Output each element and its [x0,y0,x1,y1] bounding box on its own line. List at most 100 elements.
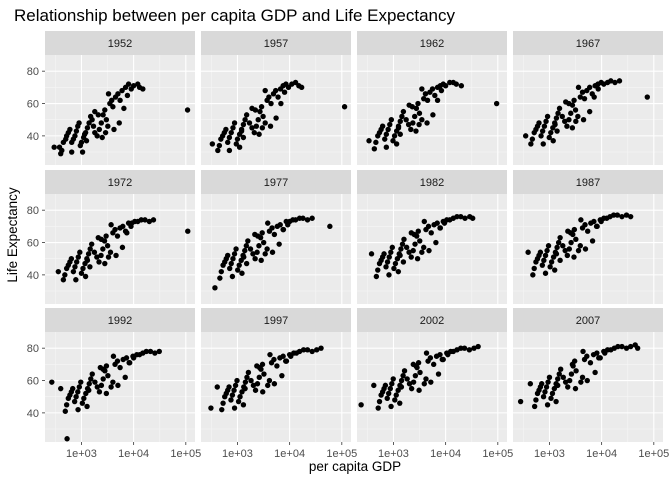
x-tick-label: 1e+03 [534,448,565,460]
data-point [385,126,391,133]
data-point [619,343,625,350]
data-point [608,78,614,84]
data-point [384,395,390,402]
data-point [417,369,423,376]
y-tick-label: 40 [27,131,39,143]
data-point [408,126,414,133]
data-point [562,247,568,254]
data-point [542,270,549,276]
data-point [277,222,283,228]
data-point [433,239,439,246]
data-point [271,381,278,387]
data-point [92,108,98,115]
data-point [538,133,544,139]
data-point [239,270,245,276]
data-point [216,142,223,149]
data-point [560,374,566,380]
data-point [110,353,117,359]
data-point [540,394,547,400]
data-point [75,406,81,413]
data-point [251,129,257,136]
data-point [539,381,545,387]
data-point [313,347,320,353]
data-point [246,120,253,126]
data-point [614,212,621,218]
data-point [381,251,387,257]
data-point [119,244,126,251]
data-point [102,107,108,113]
data-point [544,402,551,408]
data-point [386,272,392,278]
data-point [419,249,425,255]
data-point [226,384,232,390]
data-point [413,105,420,112]
data-point [267,351,273,358]
data-point [226,147,233,154]
data-point [229,392,236,398]
data-point [282,358,289,364]
data-point [551,385,558,392]
data-point [424,120,430,126]
data-point [247,246,254,252]
data-point [458,83,465,89]
data-point [542,252,549,259]
y-tick-label: 80 [27,343,39,355]
data-point [103,233,109,239]
data-point [261,371,267,377]
data-point [557,257,563,264]
data-point [388,403,394,410]
data-point [400,259,407,265]
data-point [105,372,111,379]
data-point [88,241,95,247]
data-point [276,241,282,247]
data-point [379,123,386,129]
data-point [579,374,586,380]
data-point [114,358,121,364]
facet-strip-label: 1977 [264,177,288,189]
data-point [358,402,364,408]
data-point [250,382,257,389]
data-point [231,387,237,393]
data-point [586,108,593,115]
data-point [96,259,102,265]
data-point [579,89,586,95]
x-tick-label: 1e+04 [430,448,461,460]
data-point [627,343,634,350]
data-point [453,81,459,87]
facet-panel-background [45,55,195,165]
data-point [73,259,80,265]
data-point [461,345,468,351]
data-point [403,117,409,123]
data-point [269,225,275,231]
data-point [577,94,583,100]
data-point [219,406,225,413]
data-point [238,128,245,134]
data-point [128,223,134,230]
data-point [258,104,265,110]
data-point [415,100,421,107]
data-point [68,256,75,262]
data-point [98,382,105,389]
x-tick-label: 1e+04 [118,448,149,460]
data-point [419,117,425,123]
data-point [130,83,137,89]
data-point [398,377,405,384]
facet-1967: 1967 [513,31,663,165]
data-point [266,377,273,384]
facet-1972: 1972 40 60 80 [27,170,195,304]
data-point [560,243,566,249]
data-point [423,350,430,356]
data-point [281,89,288,95]
data-point [95,112,101,118]
data-point [84,257,91,264]
data-point [569,125,576,131]
y-axis-title: Life Expectancy [5,187,20,283]
data-point [112,226,118,233]
facet-strip [357,170,507,194]
data-point [401,368,408,374]
data-point [82,273,89,280]
facet-strip [513,308,663,332]
data-point [591,94,597,100]
data-point [428,230,434,236]
facet-strip-label: 1967 [576,38,600,50]
